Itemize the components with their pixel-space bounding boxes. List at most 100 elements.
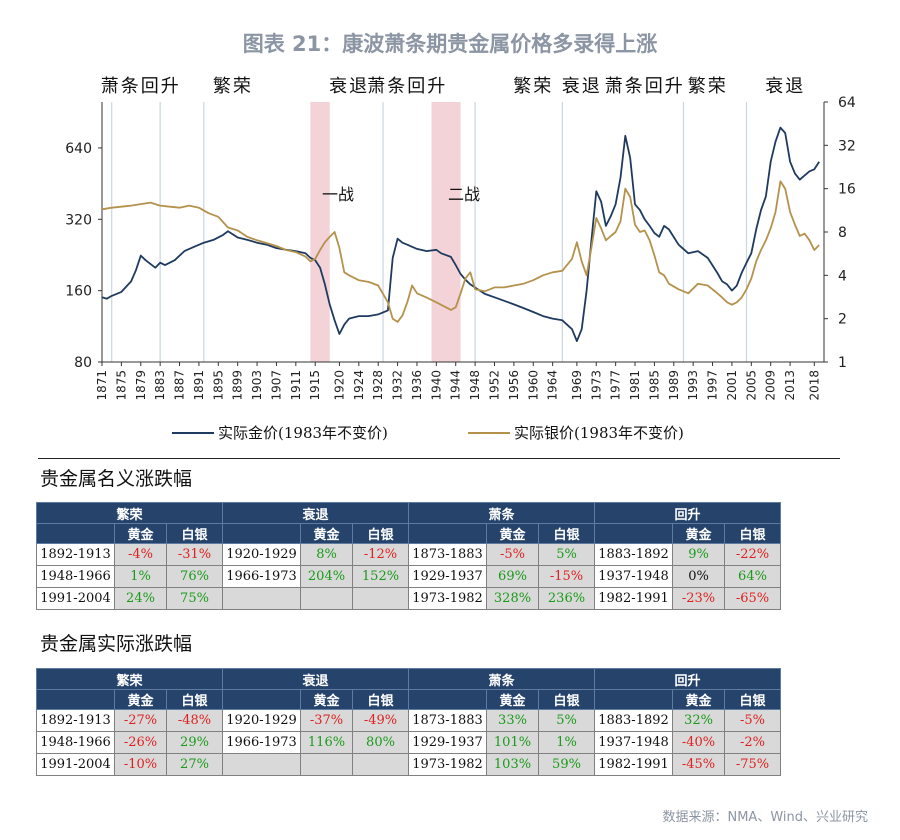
real-period-cell: 1948-1966 [36, 731, 115, 754]
nominal-period-cell: 1991-2004 [36, 587, 115, 610]
nominal-silver-cell: -12% [352, 543, 409, 566]
nominal-silver-cell: 5% [538, 543, 595, 566]
nominal-returns-table: 繁荣 衰退 萧条 回升 黄金 白银 黄金 白银 黄金 白银 黄金 白银 1892-1913 -4% -31%… [36, 502, 781, 610]
x-tick-label: 1887 [173, 370, 187, 401]
nominal-silver-cell: -65% [724, 587, 781, 610]
real-period-header [408, 689, 487, 710]
nominal-gold-header: 黄金 [114, 523, 167, 544]
real-period-cell: 1991-2004 [36, 753, 115, 776]
source-note: 数据来源：NMA、Wind、兴业研究 [662, 810, 868, 825]
nominal-silver-header: 白银 [724, 523, 781, 544]
nominal-period-header [36, 523, 115, 544]
phase-label-8: 衰退 [765, 76, 805, 97]
real-period-cell: 1920-1929 [222, 709, 301, 732]
real-table-row: 1991-2004 -10% 27% 1973-1982 103% 59% 1982-199… [36, 753, 781, 776]
nominal-silver-cell: 152% [352, 565, 409, 588]
real-gold-cell: 32% [672, 709, 725, 732]
nominal-period-cell: 1948-1966 [36, 565, 115, 588]
x-tick-label: 1903 [250, 370, 264, 401]
real-period-cell: 1892-1913 [36, 709, 115, 732]
x-tick-label: 1944 [449, 370, 463, 401]
nominal-table-row: 1948-1966 1% 76% 1966-1973 204% 152% 1929-1937… [36, 565, 781, 588]
real-silver-cell: 1% [538, 731, 595, 754]
real-silver-header: 白银 [724, 689, 781, 710]
real-period-header [222, 689, 301, 710]
x-tick-label: 1936 [410, 370, 424, 401]
real-gold-cell: 33% [486, 709, 539, 732]
real-gold-cell: -40% [672, 731, 725, 754]
nominal-group-header: 萧条 [408, 502, 595, 524]
phase-label-5: 衰退 [562, 76, 602, 97]
legend-label-0: 实际金价(1983年不变价) [218, 424, 388, 442]
x-tick-label: 1899 [231, 370, 245, 401]
series-line-0 [101, 126, 820, 343]
real-group-header: 萧条 [408, 668, 595, 690]
nominal-silver-cell: -15% [538, 565, 595, 588]
nominal-gold-cell: 69% [486, 565, 539, 588]
real-gold-cell: 116% [300, 731, 353, 754]
x-tick-label: 1920 [332, 370, 346, 401]
x-tick-label: 1924 [352, 370, 366, 401]
nominal-gold-header: 黄金 [300, 523, 353, 544]
nominal-silver-cell: 236% [538, 587, 595, 610]
y-left-tick-label: 160 [65, 284, 92, 300]
real-gold-cell: -26% [114, 731, 167, 754]
x-tick-label: 2009 [764, 370, 778, 401]
real-silver-cell: 80% [352, 731, 409, 754]
x-tick-label: 1915 [308, 370, 322, 401]
real-gold-cell: 101% [486, 731, 539, 754]
x-tick-label: 1977 [609, 370, 623, 401]
real-period-cell: 1937-1948 [594, 731, 673, 754]
x-tick-label: 1875 [114, 370, 128, 401]
x-tick-label: 2005 [744, 370, 758, 401]
nominal-gold-cell: 8% [300, 543, 353, 566]
x-tick-label: 1928 [371, 370, 385, 401]
nominal-period-cell: 1937-1948 [594, 565, 673, 588]
x-tick-label: 1969 [570, 370, 584, 401]
real-section-title: 贵金属实际涨跌幅 [40, 633, 193, 655]
real-gold-cell [300, 753, 353, 776]
real-silver-header: 白银 [352, 689, 409, 710]
x-tick-label: 1997 [706, 370, 720, 401]
nominal-period-header [408, 523, 487, 544]
phase-label-0: 萧条回升 [101, 76, 181, 97]
real-gold-header: 黄金 [672, 689, 725, 710]
real-silver-cell: 27% [166, 753, 223, 776]
nominal-period-cell: 1973-1982 [408, 587, 487, 610]
phase-label-3: 萧条回升 [367, 76, 447, 97]
real-table-row: 1948-1966 -26% 29% 1966-1973 116% 80% 1929-193… [36, 731, 781, 754]
x-tick-label: 2018 [807, 370, 821, 401]
nominal-table-row: 1991-2004 24% 75% 1973-1982 328% 236% 1982-199… [36, 587, 781, 610]
y-left-tick-label: 320 [65, 212, 92, 228]
nominal-period-cell: 1883-1892 [594, 543, 673, 566]
nominal-period-cell [222, 587, 301, 610]
x-tick-label: 1948 [468, 370, 482, 401]
real-silver-cell: 5% [538, 709, 595, 732]
x-tick-label: 1964 [546, 370, 560, 401]
x-tick-label: 1895 [211, 370, 225, 401]
nominal-gold-cell: 0% [672, 565, 725, 588]
real-group-header: 回升 [594, 668, 781, 690]
nominal-period-cell: 1892-1913 [36, 543, 115, 566]
nominal-gold-cell: -23% [672, 587, 725, 610]
nominal-silver-cell: -31% [166, 543, 223, 566]
nominal-period-cell: 1966-1973 [222, 565, 301, 588]
nominal-group-header: 衰退 [222, 502, 409, 524]
nominal-silver-cell: 76% [166, 565, 223, 588]
real-period-cell: 1883-1892 [594, 709, 673, 732]
legend-label-1: 实际银价(1983年不变价) [514, 424, 684, 442]
x-tick-label: 1993 [686, 370, 700, 401]
war-label-0: 一战 [322, 185, 354, 204]
nominal-silver-header: 白银 [538, 523, 595, 544]
real-group-header: 衰退 [222, 668, 409, 690]
x-tick-label: 1871 [95, 370, 109, 401]
phase-label-4: 繁荣 [513, 76, 553, 97]
x-tick-label: 2001 [725, 370, 739, 401]
y-right-tick-label: 1 [838, 355, 847, 371]
real-period-header [594, 689, 673, 710]
real-group-header: 繁荣 [36, 668, 223, 690]
real-returns-table: 繁荣 衰退 萧条 回升 黄金 白银 黄金 白银 黄金 白银 黄金 白银 1892-1913 -27% -48… [36, 668, 781, 776]
real-gold-cell: -10% [114, 753, 167, 776]
nominal-section-title: 贵金属名义涨跌幅 [40, 468, 193, 490]
x-tick-label: 2013 [783, 370, 797, 401]
